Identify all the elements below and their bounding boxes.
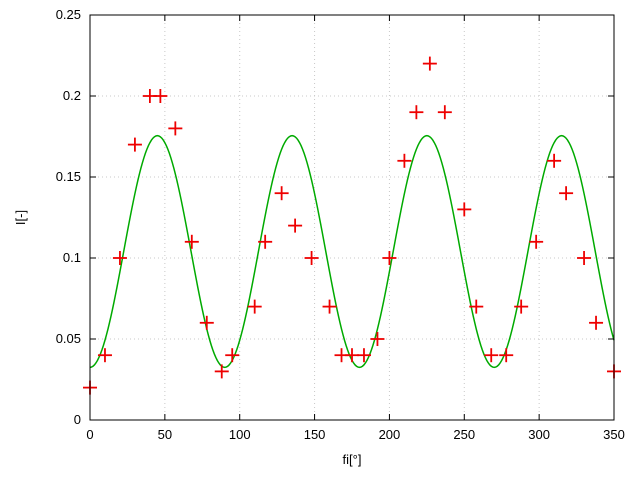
data-point-marker xyxy=(97,348,112,363)
data-point-marker xyxy=(547,153,562,168)
data-point-marker xyxy=(304,251,319,265)
fit-curve xyxy=(89,134,615,369)
x-tick-label: 0 xyxy=(86,427,93,442)
data-point-marker xyxy=(559,186,574,201)
y-tick-label: 0.05 xyxy=(56,331,81,346)
data-point-marker xyxy=(112,251,127,265)
data-point-marker xyxy=(274,186,289,201)
data-point-marker xyxy=(499,348,514,363)
data-point-marker xyxy=(382,251,397,265)
data-point-marker xyxy=(409,105,424,120)
data-point-marker xyxy=(589,315,604,330)
data-point-marker xyxy=(288,218,303,233)
y-axis-label: I[-] xyxy=(13,210,28,225)
x-tick-label: 350 xyxy=(603,427,625,442)
plot-border xyxy=(89,14,615,421)
data-point-marker xyxy=(322,299,337,314)
data-point-marker xyxy=(345,348,359,363)
data-point-marker xyxy=(514,299,529,314)
data-point-marker xyxy=(258,234,273,249)
x-tick-label: 150 xyxy=(304,427,326,442)
plot-frame xyxy=(89,14,615,421)
y-tick-label: 0.15 xyxy=(56,169,81,184)
tick-labels: 0 50 100 150 200 250 300 350 0 0.05 0.1 0.15 0.2 0.25 xyxy=(56,7,625,442)
data-point-marker xyxy=(469,299,484,314)
data-point-marker xyxy=(397,153,412,168)
data-point-marker xyxy=(168,121,183,136)
data-point-marker xyxy=(247,299,262,314)
y-tick-label: 0 xyxy=(74,412,81,427)
y-tick-label: 0.2 xyxy=(63,88,81,103)
fit-curve-path xyxy=(89,134,615,369)
data-point-marker xyxy=(153,89,168,103)
data-point-marker xyxy=(422,56,437,71)
y-tick-label: 0.25 xyxy=(56,7,81,22)
data-points xyxy=(83,56,621,395)
data-point-marker xyxy=(437,105,452,120)
data-point-marker xyxy=(199,315,214,330)
x-tick-label: 200 xyxy=(379,427,401,442)
data-point-marker xyxy=(529,234,544,249)
data-point-marker xyxy=(127,137,142,152)
x-tick-label: 300 xyxy=(528,427,550,442)
data-point-marker xyxy=(457,202,472,217)
x-tick-label: 100 xyxy=(229,427,251,442)
x-axis-label: fi[°] xyxy=(343,452,362,467)
data-point-marker xyxy=(356,348,371,363)
data-point-marker xyxy=(214,364,229,379)
data-point-marker xyxy=(370,332,385,346)
data-point-marker xyxy=(577,251,592,265)
y-tick-label: 0.1 xyxy=(63,250,81,265)
x-tick-label: 50 xyxy=(158,427,172,442)
data-point-marker xyxy=(225,348,240,363)
data-point-marker xyxy=(484,348,499,363)
x-tick-label: 250 xyxy=(453,427,475,442)
data-point-marker xyxy=(184,234,199,249)
